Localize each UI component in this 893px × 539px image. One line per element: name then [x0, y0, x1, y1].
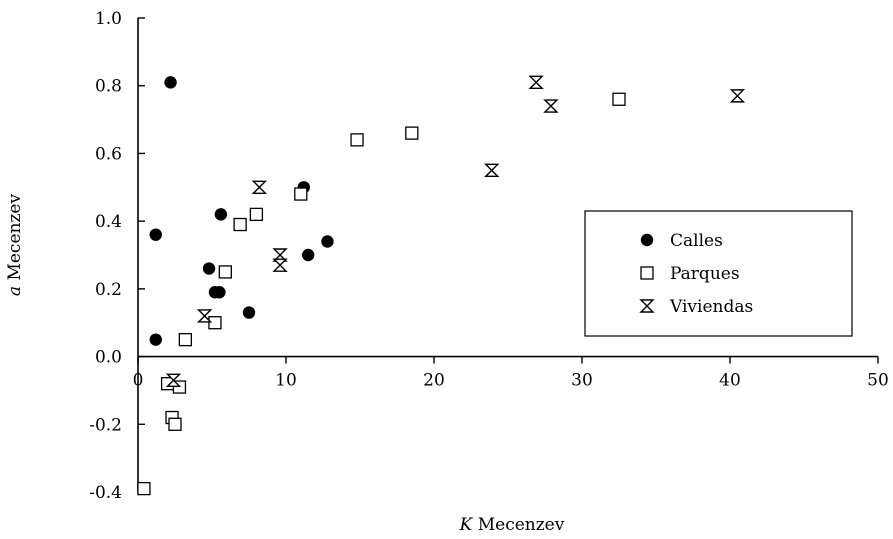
- point-calles: [242, 306, 256, 319]
- point-parques: [178, 332, 193, 347]
- point-calles: [202, 262, 216, 275]
- point-viviendas: [196, 309, 213, 323]
- legend-label-viviendas: Viviendas: [669, 297, 753, 317]
- point-parques: [233, 217, 247, 232]
- y-axis-title: a Mecenzev: [5, 194, 25, 297]
- y-tick-label: -0.4: [89, 483, 122, 503]
- point-calles: [164, 76, 177, 89]
- point-viviendas: [251, 180, 268, 194]
- y-axis-title-text: Mecenzev: [5, 194, 25, 286]
- legend-marker-viviendas: [639, 299, 655, 313]
- legend-label-parques: Parques: [670, 264, 740, 284]
- point-parques: [350, 133, 364, 147]
- point-calles: [213, 286, 226, 299]
- y-tick-label: 0.6: [95, 144, 122, 164]
- series-calles: [149, 76, 334, 346]
- x-axis-title-symbol: K: [459, 515, 474, 535]
- point-viviendas: [165, 373, 182, 387]
- x-tick-label: 50: [867, 371, 889, 391]
- axes: [137, 18, 878, 492]
- y-tick-label: 0.8: [95, 77, 122, 97]
- point-viviendas: [528, 75, 544, 90]
- legend-marker-calles: [640, 233, 654, 247]
- series-viviendas: [165, 75, 746, 387]
- point-viviendas: [543, 99, 559, 113]
- point-parques: [405, 126, 419, 140]
- x-axis-title: K Mecenzev: [459, 515, 565, 535]
- x-tick-label: 20: [423, 371, 445, 391]
- series-parques: [137, 92, 626, 496]
- y-tick-label: 0.4: [95, 212, 122, 232]
- point-parques: [218, 265, 232, 279]
- y-tick-label: 1.0: [95, 9, 122, 29]
- point-parques: [249, 207, 264, 222]
- legend-marker-parques: [640, 266, 654, 280]
- point-calles: [302, 248, 315, 262]
- point-parques: [137, 481, 151, 496]
- y-tick-label: 0.2: [95, 280, 122, 300]
- point-calles: [214, 208, 228, 221]
- point-viviendas: [484, 163, 500, 178]
- x-tick-label: 40: [719, 371, 741, 391]
- point-calles: [149, 333, 162, 346]
- ticks: -0.4 -0.2 0.0 0.2 0.4 0.6 0.8 1.0 0 10 20 30 40 50: [89, 9, 889, 503]
- x-axis-title-text: Mecenzev: [472, 515, 564, 535]
- point-viviendas: [729, 89, 746, 103]
- legend: Calles Parques Viviendas: [584, 210, 853, 337]
- point-calles: [321, 235, 334, 248]
- point-viviendas: [272, 258, 288, 272]
- legend-box: [584, 210, 853, 337]
- legend-label-calles: Calles: [670, 231, 723, 251]
- point-viviendas: [272, 248, 288, 262]
- point-parques: [168, 417, 182, 431]
- point-parques: [294, 187, 308, 201]
- x-tick-label: 10: [275, 371, 297, 391]
- y-axis-title-symbol: a: [5, 286, 25, 296]
- y-tick-label: 0.0: [95, 348, 122, 368]
- point-parques: [612, 92, 626, 106]
- x-tick-label: 0: [133, 371, 144, 391]
- y-tick-label: -0.2: [89, 415, 122, 435]
- point-parques: [208, 316, 222, 330]
- point-calles: [149, 228, 162, 241]
- x-tick-label: 30: [571, 371, 593, 391]
- data-marks: [137, 75, 746, 496]
